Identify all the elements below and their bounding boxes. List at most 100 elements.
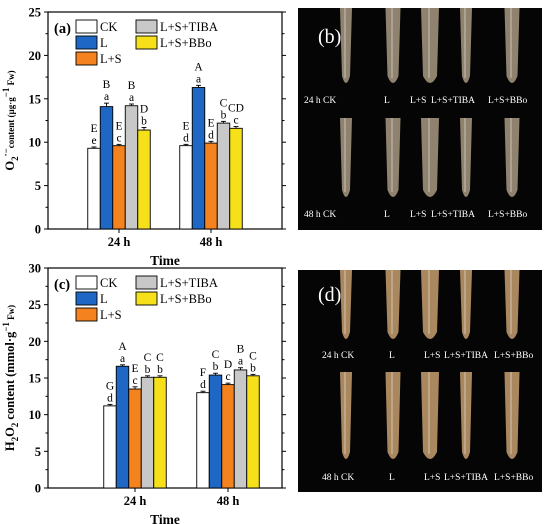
photo-panel-b: (b) 24 h CK L L+S L+S+TIBA L+S+BBo 48 h … xyxy=(298,8,542,230)
significance-upper: A xyxy=(118,341,127,353)
y-tick-label: 5 xyxy=(35,445,41,459)
roots-image-b xyxy=(340,8,520,197)
significance-lower: a xyxy=(238,356,243,368)
bar xyxy=(179,145,193,230)
significance-lower: b xyxy=(250,362,256,374)
photo-panel-d: (d) 24 h CK L L+S L+S+TIBA L+S+BBo 48 h … xyxy=(298,270,542,492)
root xyxy=(460,8,472,83)
significance-upper: E xyxy=(207,117,214,129)
root-shape xyxy=(421,8,439,83)
y-label-part: O xyxy=(3,427,17,437)
bar xyxy=(103,405,117,489)
y-axis-label-text: H2O2 content (mmol·g−1 Fw) xyxy=(1,305,20,451)
significance-lower: c xyxy=(116,132,121,144)
x-tick-label: 24 h xyxy=(108,235,131,249)
y-tick-label: 25 xyxy=(29,6,42,20)
root-shape xyxy=(385,372,401,459)
root-shape xyxy=(504,270,520,339)
legend-label: L+S+TIBA xyxy=(160,276,218,290)
photo-b-top-first: 24 h CK xyxy=(304,96,337,106)
root-shape xyxy=(460,270,472,339)
photo-d-bottom-first: 48 h CK xyxy=(322,473,355,483)
significance-upper: C xyxy=(156,352,164,364)
bar xyxy=(191,87,206,230)
bar xyxy=(128,388,142,489)
root xyxy=(385,372,401,459)
y-label-part: ·− xyxy=(1,148,11,156)
y-tick-label: 0 xyxy=(35,223,41,237)
root-shape xyxy=(421,118,439,197)
legend-swatch xyxy=(135,275,158,290)
root xyxy=(340,118,352,197)
significance-upper: B xyxy=(237,344,245,356)
y-axis-label: O2·−content (µg·g−1 Fw) xyxy=(1,70,20,170)
bar xyxy=(216,122,231,230)
root xyxy=(504,270,520,339)
y-label-part: H xyxy=(3,441,17,451)
photo-d-top-label: L xyxy=(389,351,395,361)
y-tick-label: 25 xyxy=(29,298,42,312)
legend-swatch xyxy=(75,35,98,50)
root-shape xyxy=(460,372,472,459)
photo-b-bottom-label: L+S+TIBA xyxy=(431,210,475,220)
y-axis-label-text: O2·−content (µg·g−1 Fw) xyxy=(1,70,20,170)
legend-label: CK xyxy=(100,276,117,290)
root-shape xyxy=(460,118,472,197)
legend-swatch xyxy=(75,19,98,34)
y-label-part: Fw) xyxy=(6,70,16,87)
significance-lower: e xyxy=(91,135,96,147)
panel-label: (c) xyxy=(54,277,70,293)
significance-lower: a xyxy=(129,92,134,104)
legend-swatch xyxy=(135,291,158,306)
root xyxy=(385,8,401,83)
bar xyxy=(196,392,210,489)
y-label-part: O xyxy=(3,161,17,171)
bar xyxy=(229,127,243,230)
significance-lower: b xyxy=(141,115,147,127)
root-shape xyxy=(340,118,352,197)
legend-swatch xyxy=(75,275,98,290)
y-label-part: Fw) xyxy=(6,305,16,322)
bar xyxy=(204,142,218,230)
root xyxy=(385,118,401,197)
legend-swatch xyxy=(135,19,158,34)
photo-b-bottom-label: L+S+BBo xyxy=(488,210,528,220)
root xyxy=(340,8,352,83)
significance-upper: E xyxy=(90,123,97,135)
significance-upper: B xyxy=(128,80,136,92)
root xyxy=(340,270,352,339)
significance-lower: b xyxy=(157,364,163,376)
legend-label: L+S xyxy=(100,52,122,66)
significance-upper: E xyxy=(182,120,189,132)
x-tick-label: 48 h xyxy=(217,494,240,508)
bar xyxy=(99,106,114,230)
root xyxy=(460,118,472,197)
root xyxy=(504,372,520,459)
significance-upper: F xyxy=(200,367,206,379)
root-shape xyxy=(421,270,439,339)
photo-b-top-label: L+S xyxy=(410,96,427,106)
y-label-part: 2 xyxy=(10,436,20,441)
photo-d-top-label: L+S+BBo xyxy=(494,351,534,361)
y-tick-label: 30 xyxy=(29,262,42,276)
significance-lower: d xyxy=(208,129,214,141)
bar xyxy=(112,145,126,230)
significance-lower: b xyxy=(221,109,227,121)
significance-lower: b xyxy=(213,361,219,373)
significance-lower: c xyxy=(132,375,137,387)
x-axis-label: Time xyxy=(150,512,180,524)
significance-lower: a xyxy=(104,91,109,103)
significance-upper: CD xyxy=(228,103,244,115)
significance-lower: d xyxy=(183,132,189,144)
significance-upper: C xyxy=(220,97,228,109)
y-label-part: content (µg·g xyxy=(6,97,16,148)
roots-image-d xyxy=(340,270,520,459)
photo-d-top-label: L+S xyxy=(424,351,441,361)
photo-b-top-label: L+S+TIBA xyxy=(431,96,475,106)
legend-swatch xyxy=(75,51,98,66)
legend-swatch xyxy=(135,35,158,50)
bar xyxy=(208,374,223,489)
